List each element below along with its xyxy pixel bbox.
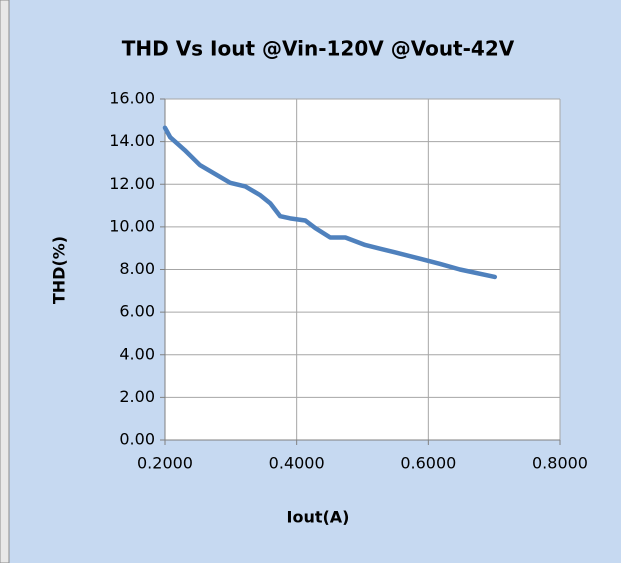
- x-axis-label: Iout(A): [287, 508, 350, 527]
- y-tick-label: 8.00: [119, 259, 155, 278]
- data-line: [162, 125, 498, 280]
- y-tick-label: 16.00: [109, 89, 155, 108]
- y-tick-label: 6.00: [119, 302, 155, 321]
- chart-title: THD Vs Iout @Vin-120V @Vout-42V: [122, 37, 515, 61]
- x-tick-label: 0.6000: [400, 454, 456, 473]
- y-tick-label: 4.00: [119, 344, 155, 363]
- x-tick-label: 0.2000: [137, 454, 193, 473]
- y-tick-label: 2.00: [119, 387, 155, 406]
- y-tick-label: 12.00: [109, 174, 155, 193]
- x-tick-label: 0.4000: [269, 454, 325, 473]
- x-tick-label: 0.8000: [532, 454, 588, 473]
- y-tick-label: 14.00: [109, 131, 155, 150]
- y-axis-label: THD(%): [50, 236, 69, 304]
- y-tick-label: 10.00: [109, 216, 155, 235]
- y-tick-label: 0.00: [119, 430, 155, 449]
- left-border: [0, 0, 10, 564]
